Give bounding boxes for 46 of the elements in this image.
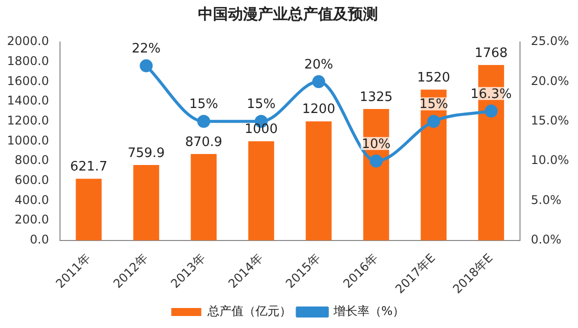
bar [190, 154, 217, 240]
y2-tick-label: 10.0% [530, 153, 570, 168]
data-label: 15% [246, 97, 276, 112]
y2-tick-label: 0.0% [530, 232, 562, 246]
y2-tick-label: 20.0% [530, 74, 570, 88]
y-tick-label: 200.0 [14, 212, 49, 227]
y2-tick-label: 25.0% [530, 34, 570, 48]
point [197, 114, 210, 128]
point [484, 104, 498, 118]
bar [248, 141, 274, 240]
y-tick-label: 400.0 [14, 192, 49, 207]
y-tick-label: 600.0 [14, 172, 49, 187]
y-tick-label: 0.0 [30, 232, 49, 246]
point [370, 154, 383, 168]
bar [133, 165, 160, 240]
data-label: 20% [304, 58, 334, 73]
y2-tick-label: 5.0% [530, 192, 562, 207]
y-tick-label: 1400.0 [6, 94, 49, 108]
chart-title: 中国动漫产业总产值及预测 [198, 4, 378, 23]
point [312, 75, 326, 88]
y-tick-label: 2000.0 [6, 34, 49, 48]
y-tick-label: 1200.0 [6, 113, 49, 128]
bar [76, 178, 102, 240]
legend-label: 总产值（亿元） [206, 304, 292, 318]
data-label: 1520 [417, 70, 450, 86]
data-label: 10% [362, 136, 391, 152]
data-label: 16.3% [470, 86, 512, 102]
data-label: 870.9 [185, 134, 222, 150]
point [427, 114, 440, 128]
y-tick-label: 1600.0 [6, 74, 49, 88]
data-label: 15% [189, 97, 218, 112]
data-label: 759.9 [128, 146, 165, 161]
y2-tick-label: 15.0% [530, 113, 570, 128]
data-label: 621.7 [70, 160, 108, 175]
data-label: 1000 [244, 122, 278, 138]
data-label: 1768 [474, 46, 508, 61]
data-label: 1325 [360, 90, 393, 105]
data-label: 15% [419, 97, 448, 112]
point [140, 59, 153, 72]
y-tick-label: 1000.0 [6, 133, 49, 148]
legend-label: 增长率（%） [332, 304, 405, 318]
y-tick-label: 1800.0 [6, 54, 49, 68]
data-label: 1200 [302, 102, 336, 118]
y-tick-label: 800.0 [14, 153, 49, 168]
data-label: 22% [132, 42, 161, 57]
bar [306, 121, 332, 240]
